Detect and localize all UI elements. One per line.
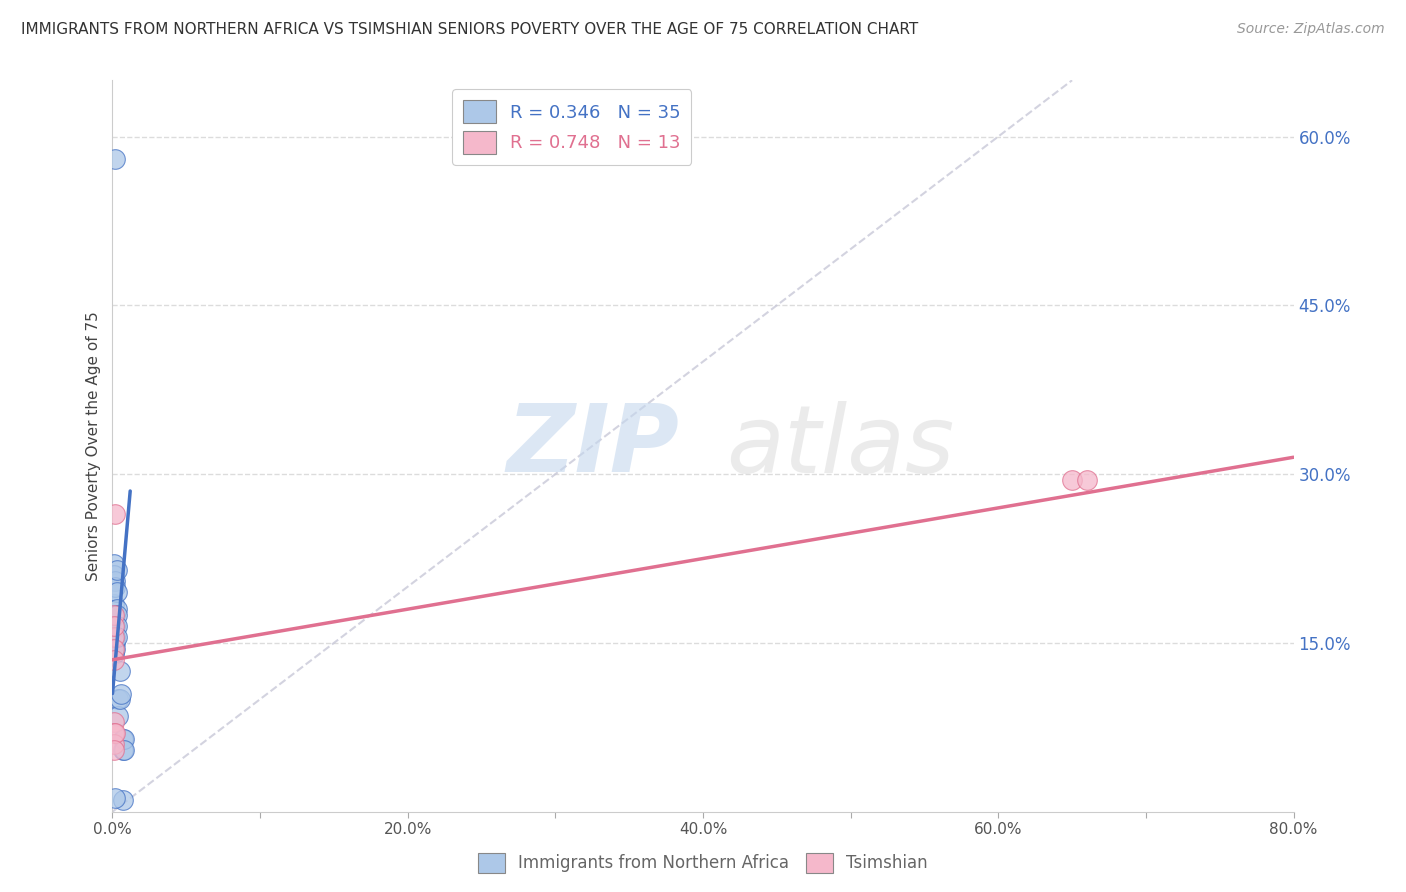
Point <box>104 619 127 633</box>
Point <box>103 619 125 633</box>
Point <box>103 607 125 622</box>
Point <box>103 726 125 740</box>
Point <box>103 636 125 650</box>
Point <box>105 563 128 577</box>
Point <box>103 568 125 582</box>
Point <box>104 636 127 650</box>
Point <box>103 630 125 644</box>
Point <box>108 664 131 678</box>
Point <box>111 731 134 746</box>
Point <box>103 737 125 751</box>
Point <box>105 585 128 599</box>
Point <box>1062 473 1084 487</box>
Point <box>111 743 134 757</box>
Y-axis label: Seniors Poverty Over the Age of 75: Seniors Poverty Over the Age of 75 <box>86 311 101 581</box>
Point <box>1076 473 1098 487</box>
Point <box>103 653 125 667</box>
Point <box>104 580 127 594</box>
Point <box>104 641 127 656</box>
Point <box>103 647 125 661</box>
Point <box>111 793 134 807</box>
Text: atlas: atlas <box>727 401 955 491</box>
Point <box>110 687 132 701</box>
Point <box>104 507 127 521</box>
Point <box>104 726 127 740</box>
Point <box>103 743 125 757</box>
Point <box>105 602 128 616</box>
Point <box>105 619 128 633</box>
Point <box>103 714 125 729</box>
Point <box>103 641 125 656</box>
Point <box>112 743 135 757</box>
Point <box>103 630 125 644</box>
Point <box>103 597 125 611</box>
Point <box>104 152 127 166</box>
Point <box>108 692 131 706</box>
Point <box>107 692 129 706</box>
Point <box>104 791 127 805</box>
Point <box>105 607 128 622</box>
Text: IMMIGRANTS FROM NORTHERN AFRICA VS TSIMSHIAN SENIORS POVERTY OVER THE AGE OF 75 : IMMIGRANTS FROM NORTHERN AFRICA VS TSIMS… <box>21 22 918 37</box>
Point <box>107 709 129 723</box>
Text: ZIP: ZIP <box>506 400 679 492</box>
Point <box>103 557 125 571</box>
Point <box>104 607 127 622</box>
Point <box>104 574 127 588</box>
Point <box>112 731 135 746</box>
Point <box>103 607 125 622</box>
Legend: R = 0.346   N = 35, R = 0.748   N = 13: R = 0.346 N = 35, R = 0.748 N = 13 <box>453 89 692 165</box>
Point <box>103 641 125 656</box>
Point <box>103 619 125 633</box>
Point <box>105 630 128 644</box>
Point <box>104 630 127 644</box>
Point <box>103 624 125 639</box>
Text: Source: ZipAtlas.com: Source: ZipAtlas.com <box>1237 22 1385 37</box>
Legend: Immigrants from Northern Africa, Tsimshian: Immigrants from Northern Africa, Tsimshi… <box>471 847 935 880</box>
